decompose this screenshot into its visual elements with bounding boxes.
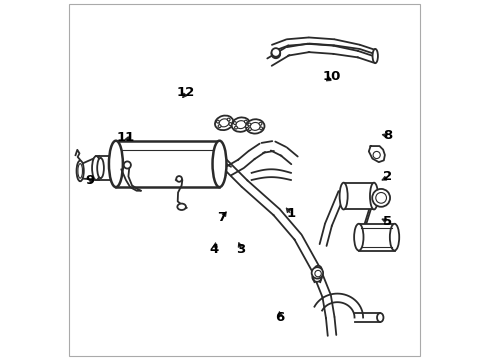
Circle shape — [234, 126, 237, 129]
Polygon shape — [294, 235, 319, 271]
Ellipse shape — [353, 224, 363, 251]
Circle shape — [228, 123, 231, 126]
Ellipse shape — [389, 224, 398, 251]
Ellipse shape — [231, 117, 250, 132]
Ellipse shape — [109, 141, 122, 187]
Text: 10: 10 — [322, 70, 341, 83]
Text: 5: 5 — [382, 215, 391, 228]
Ellipse shape — [250, 122, 260, 130]
Ellipse shape — [77, 161, 83, 181]
Ellipse shape — [372, 49, 377, 63]
Circle shape — [247, 123, 250, 126]
Bar — [343, 183, 373, 210]
Text: 1: 1 — [286, 207, 295, 220]
Text: 11: 11 — [117, 131, 135, 144]
Text: 12: 12 — [176, 86, 194, 99]
Circle shape — [312, 273, 321, 282]
Polygon shape — [311, 268, 330, 298]
Circle shape — [314, 266, 321, 273]
Polygon shape — [368, 146, 384, 162]
Polygon shape — [241, 180, 279, 215]
Ellipse shape — [78, 164, 82, 178]
Circle shape — [371, 189, 389, 207]
Text: 9: 9 — [85, 174, 95, 186]
Bar — [358, 224, 394, 251]
Text: 3: 3 — [236, 243, 245, 256]
Ellipse shape — [177, 203, 185, 210]
Circle shape — [176, 176, 182, 182]
Bar — [116, 141, 219, 187]
Circle shape — [218, 125, 221, 127]
Circle shape — [259, 122, 262, 125]
Circle shape — [245, 125, 248, 128]
Ellipse shape — [219, 119, 228, 127]
Text: 8: 8 — [382, 129, 391, 142]
Ellipse shape — [245, 119, 264, 134]
Ellipse shape — [339, 183, 347, 210]
Circle shape — [271, 50, 280, 58]
Ellipse shape — [236, 121, 245, 129]
Circle shape — [314, 270, 321, 277]
Circle shape — [248, 128, 251, 131]
Circle shape — [372, 152, 380, 158]
Polygon shape — [322, 296, 334, 318]
Circle shape — [271, 48, 280, 57]
Text: 7: 7 — [216, 211, 225, 224]
Polygon shape — [218, 157, 247, 186]
Circle shape — [216, 120, 219, 123]
Circle shape — [227, 118, 230, 121]
Circle shape — [233, 122, 236, 125]
Circle shape — [311, 267, 323, 279]
Ellipse shape — [376, 313, 383, 322]
Text: 2: 2 — [382, 170, 391, 183]
Circle shape — [259, 127, 262, 130]
Ellipse shape — [97, 158, 103, 178]
Ellipse shape — [215, 116, 233, 130]
Polygon shape — [273, 210, 301, 240]
Ellipse shape — [369, 183, 377, 210]
Polygon shape — [325, 317, 336, 336]
Text: 6: 6 — [275, 311, 285, 324]
Circle shape — [375, 193, 386, 203]
Circle shape — [244, 120, 247, 123]
Circle shape — [271, 49, 280, 58]
Ellipse shape — [212, 141, 226, 187]
Text: 4: 4 — [209, 243, 218, 256]
Ellipse shape — [92, 156, 100, 180]
Circle shape — [123, 161, 131, 168]
